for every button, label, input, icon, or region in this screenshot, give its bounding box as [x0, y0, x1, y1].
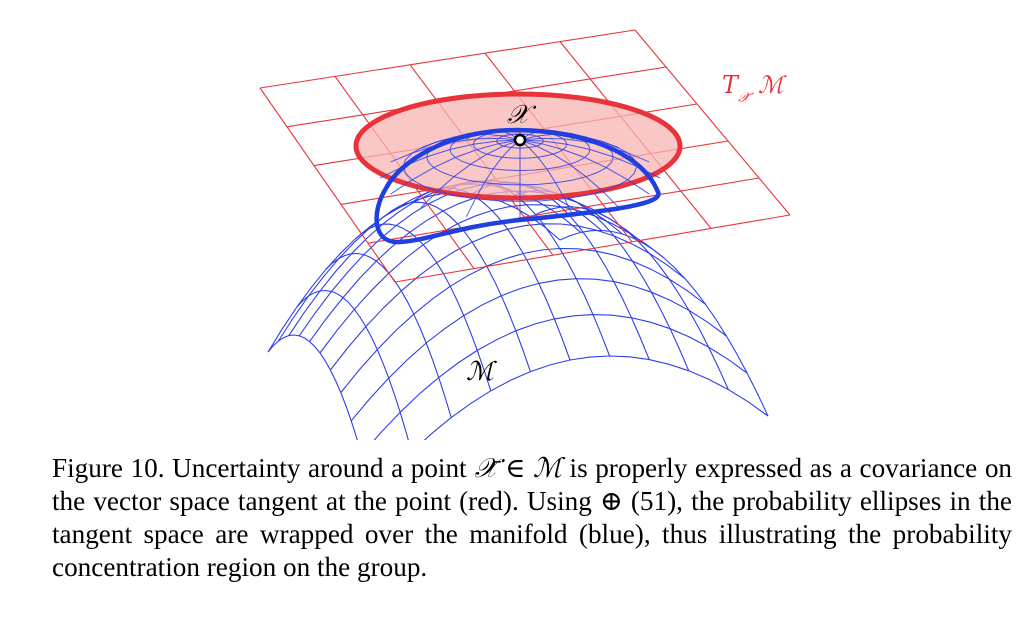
- wrapped-probability-region: [374, 127, 661, 245]
- manifold-mesh-line: [298, 182, 623, 337]
- manifold-mesh-line: [319, 204, 665, 354]
- manifold-label: ℳ: [466, 357, 497, 387]
- tangent-grid-line: [259, 87, 396, 283]
- manifold-mesh-line: [559, 229, 769, 417]
- tangent-label-T: T: [722, 71, 740, 99]
- manifold-mesh-line: [326, 252, 452, 418]
- tangent-space-label: T 𝒳̄ ℳ: [722, 71, 787, 106]
- tangent-label-sub: 𝒳̄: [738, 90, 754, 106]
- manifold-mesh-line: [267, 334, 358, 440]
- dome-ring-line: [496, 133, 544, 149]
- caption-point-symbol: 𝒳̄: [474, 453, 498, 483]
- caption-text-3: (51), the probability ellipses in the ta…: [52, 486, 1012, 582]
- tangent-grid-line: [367, 177, 760, 244]
- tangent-label-M: ℳ: [758, 71, 787, 99]
- caption-manifold-symbol: ℳ: [532, 453, 562, 483]
- caption-oplus-symbol: ⊕: [599, 486, 623, 516]
- point-marker: [513, 133, 527, 147]
- manifold-mesh-line: [340, 247, 706, 393]
- tangent-grid-line: [394, 214, 791, 283]
- tangent-grid-line: [259, 29, 636, 89]
- caption-member-symbol: ∈: [497, 453, 533, 483]
- caption-text-1: Figure 10. Uncertainty around a point: [52, 453, 475, 483]
- manifold-figure: 𝒳 ℳ T 𝒳̄ ℳ: [259, 29, 791, 440]
- figure-caption: Figure 10. Uncertainty around a point 𝒳̄…: [52, 452, 1012, 584]
- manifold-mesh-line: [423, 355, 769, 440]
- manifold-mesh-line: [267, 192, 561, 353]
- tangent-grid-line: [634, 29, 791, 216]
- manifold-mesh-line: [350, 278, 727, 422]
- caption-text-2: is properly expressed as a covariance on…: [52, 453, 1013, 516]
- manifold-mesh-line: [329, 223, 686, 371]
- manifold-mesh-line: [373, 314, 748, 440]
